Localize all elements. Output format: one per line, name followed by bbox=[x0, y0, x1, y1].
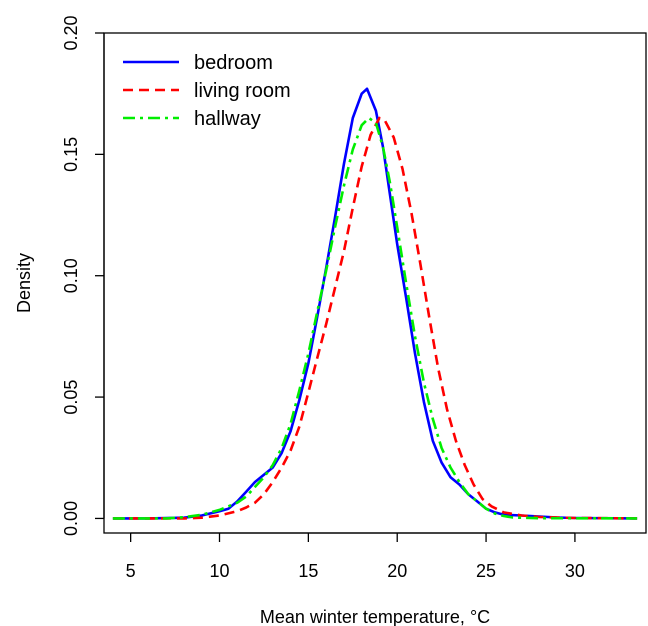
x-axis: 5 10 15 20 25 30 bbox=[126, 532, 585, 581]
legend-label: hallway bbox=[194, 108, 261, 130]
x-tick-label: 25 bbox=[476, 561, 496, 581]
x-tick-label: 20 bbox=[387, 561, 407, 581]
legend-label: living room bbox=[194, 80, 291, 102]
series-layer bbox=[112, 87, 638, 520]
legend: bedroom living room hallway bbox=[123, 52, 291, 130]
x-tick-label: 10 bbox=[209, 561, 229, 581]
legend-label: bedroom bbox=[194, 52, 273, 74]
series-line-living-room bbox=[112, 116, 638, 520]
y-axis: 0.00 0.05 0.10 0.15 0.20 bbox=[61, 15, 105, 536]
series-line-bedroom bbox=[112, 87, 638, 520]
y-tick-label: 0.15 bbox=[61, 137, 81, 172]
series-line-hallway bbox=[112, 116, 638, 520]
x-tick-label: 30 bbox=[565, 561, 585, 581]
y-tick-label: 0.10 bbox=[61, 258, 81, 293]
x-axis-title: Mean winter temperature, °C bbox=[260, 607, 490, 626]
x-tick-label: 15 bbox=[298, 561, 318, 581]
y-axis-title: Density bbox=[14, 253, 34, 313]
y-tick-label: 0.00 bbox=[61, 501, 81, 536]
y-tick-label: 0.20 bbox=[61, 15, 81, 50]
y-tick-label: 0.05 bbox=[61, 380, 81, 415]
x-tick-label: 5 bbox=[126, 561, 136, 581]
